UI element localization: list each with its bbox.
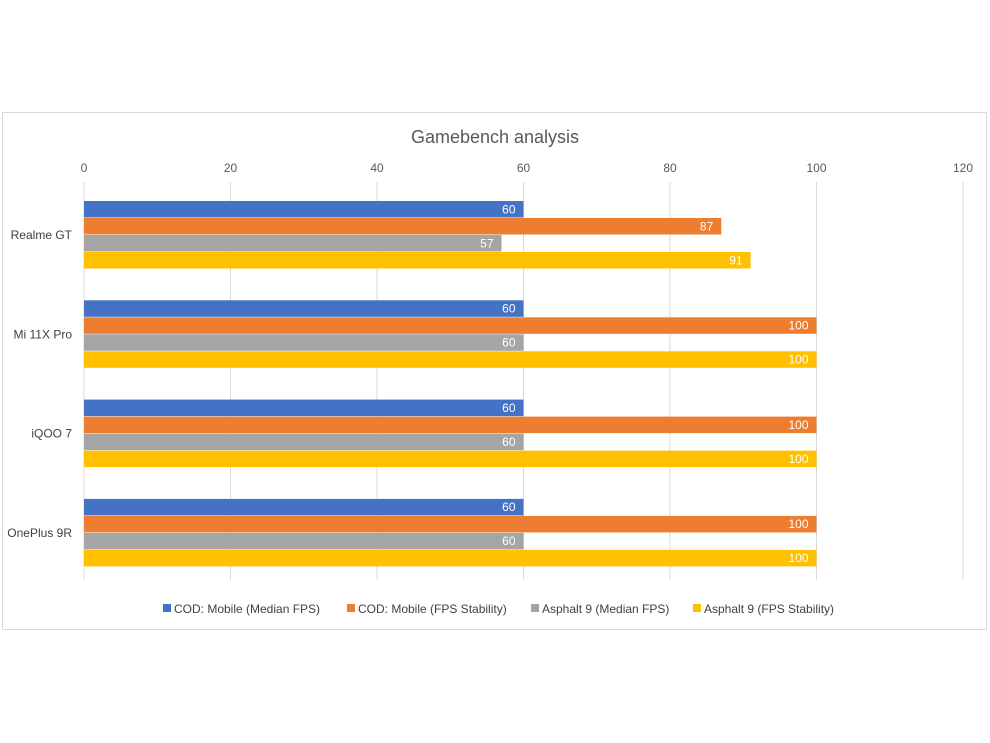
data-label: 91 (729, 253, 743, 267)
legend: COD: Mobile (Median FPS) COD: Mobile (FPS… (163, 602, 834, 616)
legend-swatch (163, 604, 171, 612)
legend-swatch (531, 604, 539, 612)
data-label: 60 (502, 500, 516, 514)
data-label: 57 (480, 236, 494, 250)
legend-label: Asphalt 9 (Median FPS) (542, 602, 669, 616)
x-tick-label: 40 (370, 161, 384, 175)
x-axis-ticks: 0 20 40 60 80 100 120 (81, 161, 974, 175)
bar (84, 218, 722, 235)
data-label: 100 (788, 452, 808, 466)
bar (84, 351, 817, 368)
data-label: 60 (502, 435, 516, 449)
data-label: 100 (788, 551, 808, 565)
bar (84, 416, 817, 434)
data-label: 100 (788, 418, 808, 432)
data-label: 60 (502, 202, 516, 216)
bar (84, 549, 817, 567)
data-label: 60 (502, 534, 516, 548)
legend-label: COD: Mobile (FPS Stability) (358, 602, 507, 616)
data-label: 100 (788, 319, 808, 333)
legend-label: Asphalt 9 (FPS Stability) (704, 602, 834, 616)
bar (84, 399, 524, 417)
bar (84, 450, 817, 468)
x-tick-label: 20 (224, 161, 238, 175)
legend-swatch (693, 604, 701, 612)
bar (84, 433, 524, 451)
legend-label: COD: Mobile (Median FPS) (174, 602, 320, 616)
data-label: 100 (788, 517, 808, 531)
category-label: Mi 11X Pro (14, 327, 73, 341)
y-axis-categories: Realme GT Mi 11X Pro iQOO 7 OnePlus 9R (7, 228, 72, 540)
category-label: iQOO 7 (31, 427, 72, 441)
category-label: OnePlus 9R (7, 526, 72, 540)
x-tick-label: 120 (953, 161, 973, 175)
data-labels: 60 87 57 91 60 100 60 100 60 100 60 100 60 100 60 100 (480, 202, 809, 565)
data-label: 60 (502, 336, 516, 350)
bars (84, 201, 817, 567)
x-tick-label: 80 (663, 161, 677, 175)
x-tick-label: 100 (806, 161, 826, 175)
bar (84, 498, 524, 516)
bar (84, 235, 502, 252)
data-label: 60 (502, 302, 516, 316)
data-label: 100 (788, 353, 808, 367)
bar (84, 334, 524, 351)
x-tick-label: 0 (81, 161, 88, 175)
bar (84, 515, 817, 533)
data-label: 87 (700, 219, 714, 233)
bar (84, 532, 524, 550)
legend-swatch (347, 604, 355, 612)
bar (84, 300, 524, 317)
bar (84, 317, 817, 334)
data-label: 60 (502, 401, 516, 415)
bar (84, 252, 751, 269)
x-tick-label: 60 (517, 161, 531, 175)
category-label: Realme GT (11, 228, 73, 242)
chart-title: Gamebench analysis (411, 127, 579, 147)
bar (84, 201, 524, 218)
